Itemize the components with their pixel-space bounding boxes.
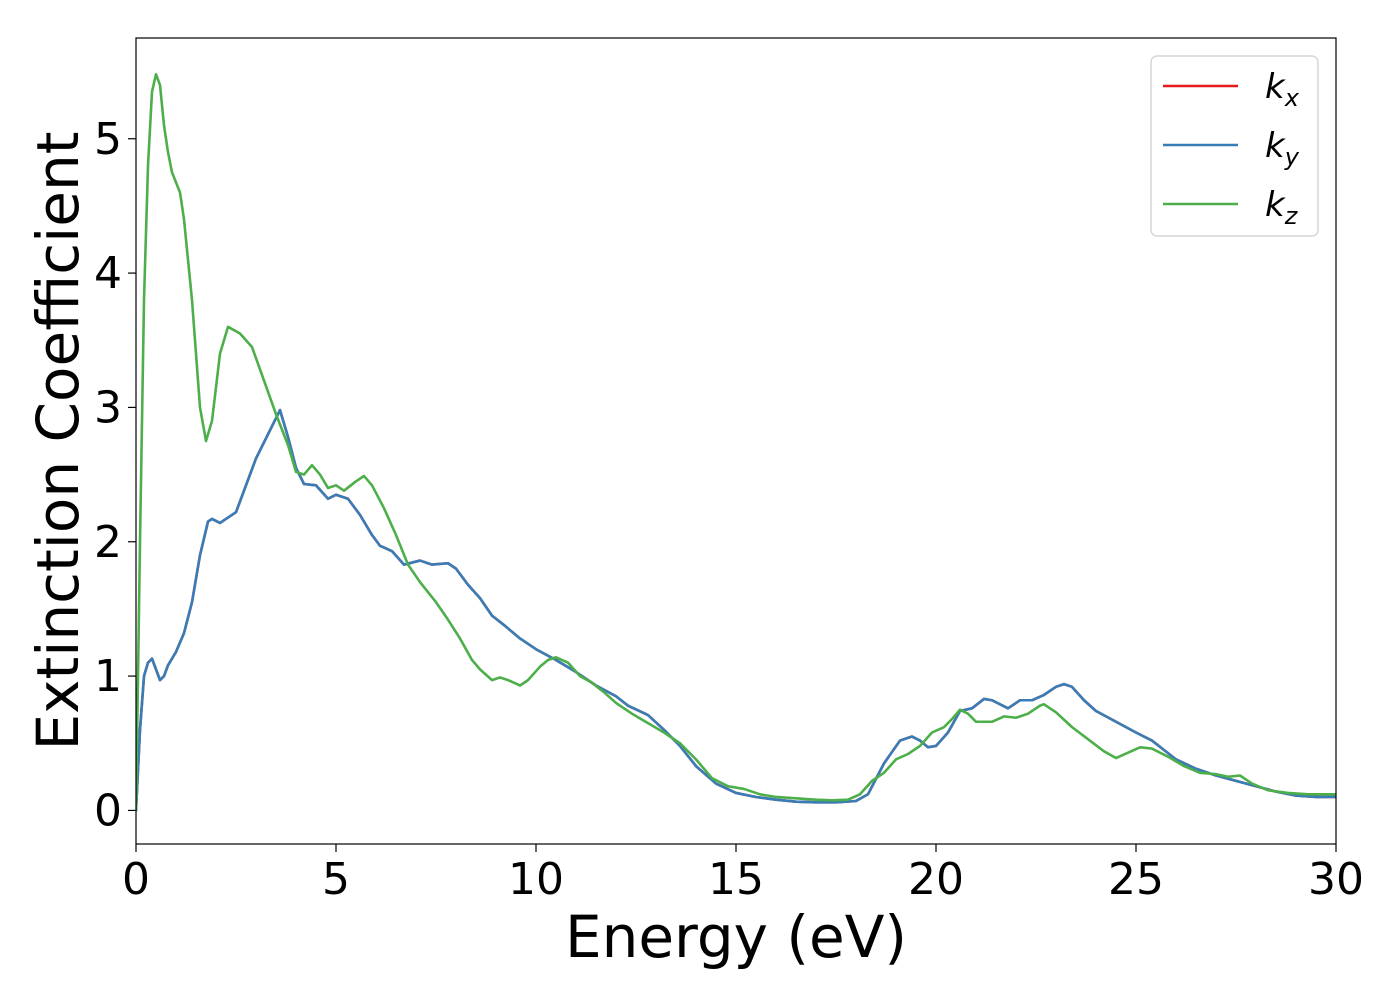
y-axis-label: Extinction Coefficient [24, 132, 92, 751]
x-axis-label: Energy (eV) [565, 903, 907, 971]
series-line-ky [136, 408, 1336, 812]
x-tick-label: 10 [508, 854, 564, 905]
x-tick-label: 0 [122, 854, 150, 905]
y-tick-label: 2 [94, 517, 122, 568]
y-tick-label: 5 [94, 114, 122, 165]
y-tick-label: 3 [94, 382, 122, 433]
y-axis: 0 1 2 3 4 5 [94, 114, 136, 836]
x-axis: 0 5 10 15 20 25 30 [122, 844, 1364, 905]
x-tick-label: 30 [1308, 854, 1364, 905]
y-tick-label: 1 [94, 651, 122, 702]
y-tick-label: 4 [94, 248, 122, 299]
series-line-kz [136, 72, 1336, 812]
x-tick-label: 20 [908, 854, 964, 905]
x-tick-label: 25 [1108, 854, 1164, 905]
x-tick-label: 5 [322, 854, 350, 905]
x-tick-label: 15 [708, 854, 764, 905]
y-tick-label: 0 [94, 785, 122, 836]
series-layer [136, 72, 1336, 812]
